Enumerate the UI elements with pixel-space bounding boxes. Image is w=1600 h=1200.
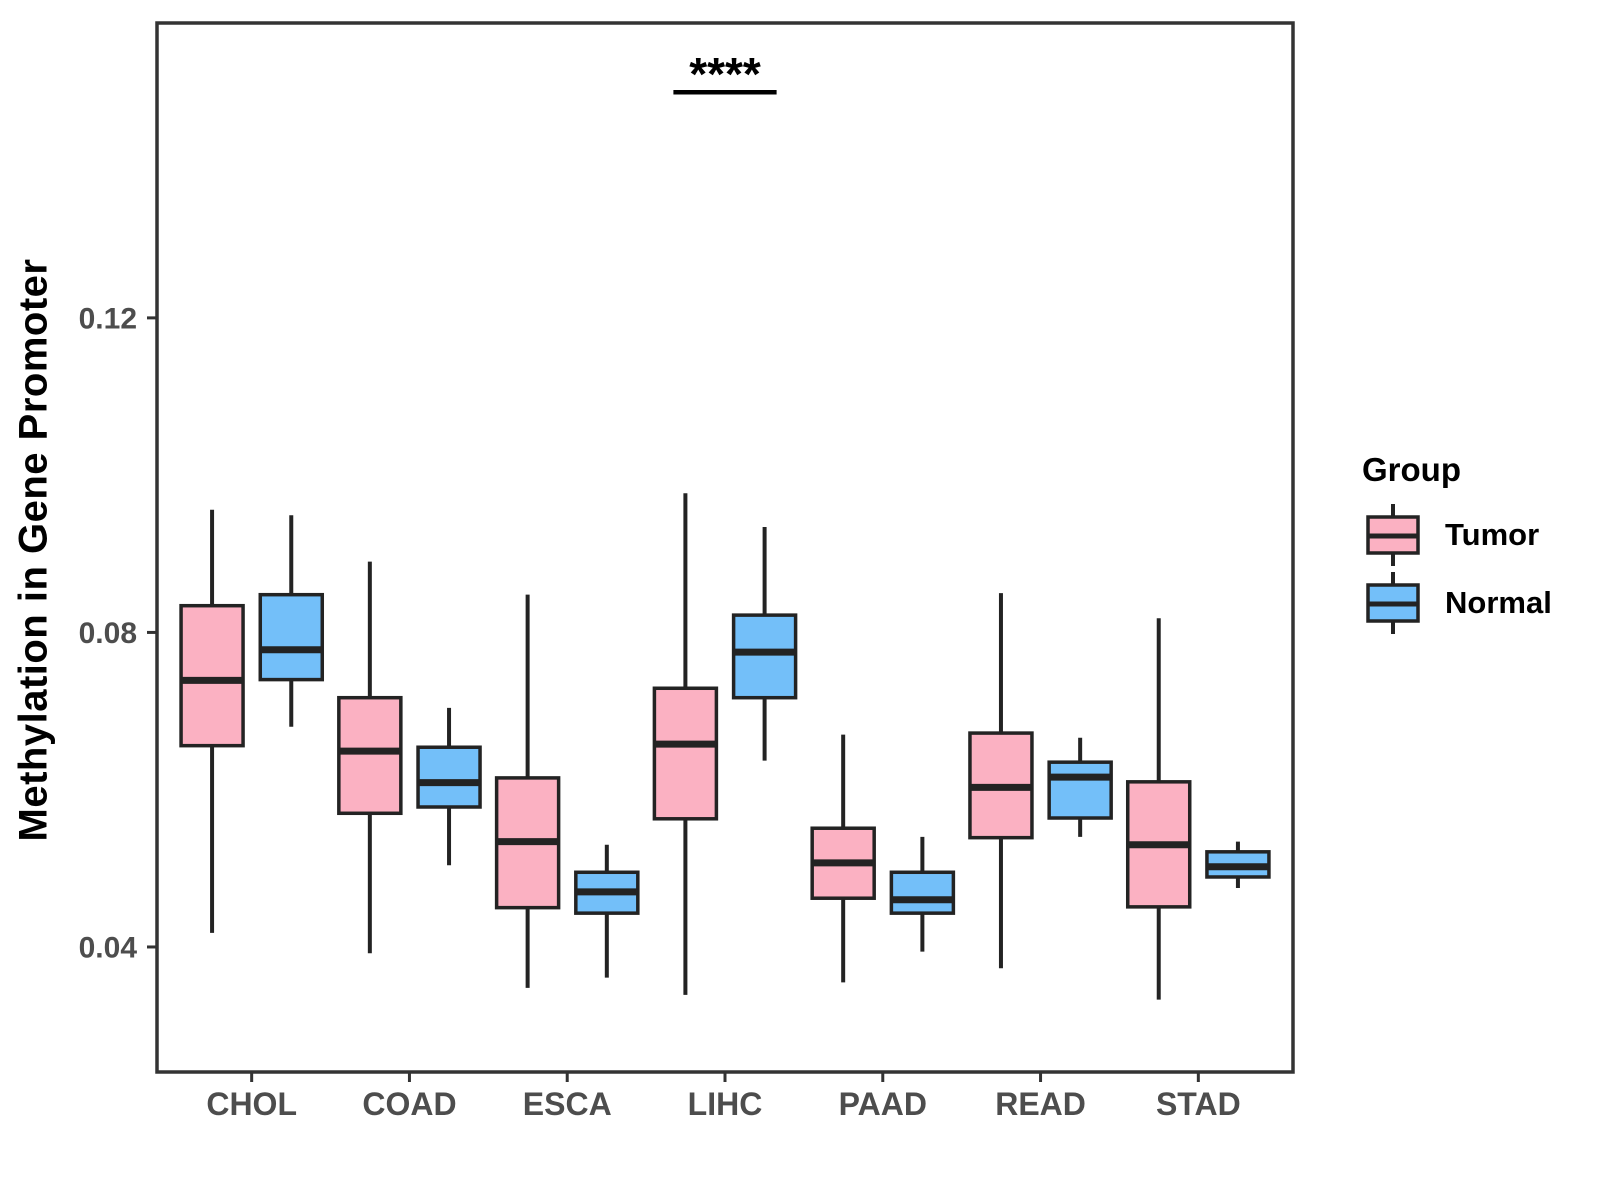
box-CHOL-normal	[258, 592, 325, 682]
legend-glyph-normal-boxplot-icon	[1366, 572, 1420, 634]
legend-glyph-tumor-boxplot-icon	[1366, 504, 1420, 566]
box-LIHC-normal	[731, 613, 798, 700]
box-COAD-tumor	[337, 695, 403, 816]
panel-border	[155, 21, 1295, 1074]
legend-item-tumor: Tumor	[1365, 503, 1552, 567]
legend-label-tumor: Tumor	[1445, 517, 1540, 552]
y-tick-label-0.08: 0.08	[79, 617, 137, 650]
legend-title: Group	[1362, 451, 1461, 488]
x-tick-label-STAD: STAD	[1156, 1086, 1241, 1122]
legend-label-normal: Normal	[1445, 585, 1552, 620]
legend-items: Tumor Normal	[1365, 503, 1552, 635]
box-READ-normal	[1047, 760, 1113, 820]
x-tick-label-CHOL: CHOL	[206, 1086, 297, 1122]
x-tick-label-ESCA: ESCA	[523, 1086, 612, 1122]
x-tick-label-COAD: COAD	[362, 1086, 456, 1122]
box-PAAD-normal	[889, 870, 956, 915]
x-tick-label-READ: READ	[995, 1086, 1086, 1122]
significance-stars: ****	[689, 48, 761, 100]
box-COAD-normal	[416, 745, 482, 809]
x-tick-label-LIHC: LIHC	[688, 1086, 763, 1122]
y-axis-title: Methylation in Gene Promoter	[11, 258, 56, 842]
y-tick-label-0.04: 0.04	[79, 931, 138, 964]
box-LIHC-tumor	[652, 686, 719, 821]
legend: Group Tumor Normal	[1362, 451, 1552, 635]
box-CHOL-tumor	[179, 603, 245, 748]
y-tick-label-0.12: 0.12	[79, 302, 137, 335]
legend-item-normal: Normal	[1365, 571, 1552, 635]
x-tick-label-PAAD: PAAD	[839, 1086, 927, 1122]
